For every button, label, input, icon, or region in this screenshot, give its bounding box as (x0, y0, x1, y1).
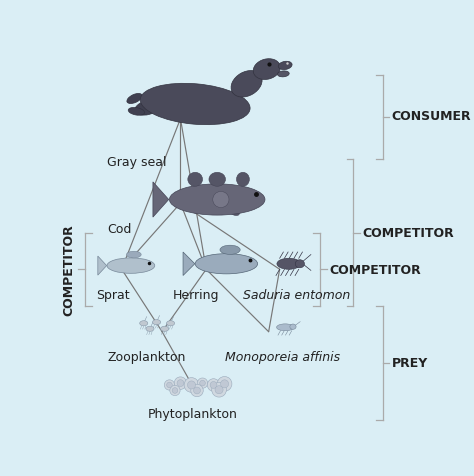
Text: CONSUMER: CONSUMER (392, 109, 471, 122)
Circle shape (220, 380, 228, 388)
Text: Phytoplankton: Phytoplankton (147, 407, 237, 420)
Ellipse shape (107, 258, 155, 274)
Ellipse shape (135, 101, 160, 116)
Text: Monoporeia affinis: Monoporeia affinis (225, 350, 340, 363)
Polygon shape (98, 257, 107, 276)
Circle shape (215, 386, 223, 394)
Text: Zooplankton: Zooplankton (107, 350, 185, 363)
Ellipse shape (128, 108, 145, 116)
Circle shape (213, 192, 229, 208)
Ellipse shape (195, 254, 258, 274)
Ellipse shape (231, 71, 262, 98)
Text: Gray seal: Gray seal (107, 156, 166, 169)
Ellipse shape (188, 173, 202, 187)
Circle shape (174, 377, 187, 389)
Ellipse shape (140, 321, 148, 326)
Ellipse shape (215, 107, 234, 121)
Text: Sprat: Sprat (96, 288, 129, 301)
Ellipse shape (153, 320, 161, 325)
Text: Saduria entomon: Saduria entomon (243, 288, 350, 301)
Ellipse shape (277, 324, 294, 331)
Ellipse shape (295, 260, 304, 268)
Circle shape (217, 377, 232, 391)
Ellipse shape (290, 324, 296, 330)
Circle shape (210, 382, 217, 388)
Text: Cod: Cod (107, 222, 131, 235)
Text: PREY: PREY (392, 357, 428, 370)
Circle shape (212, 383, 227, 397)
Ellipse shape (277, 258, 301, 270)
Polygon shape (183, 252, 195, 276)
Circle shape (197, 378, 208, 388)
Ellipse shape (140, 84, 250, 125)
Polygon shape (153, 182, 169, 218)
Circle shape (167, 382, 172, 388)
Ellipse shape (277, 72, 289, 78)
Text: COMPETITOR: COMPETITOR (63, 224, 76, 316)
Ellipse shape (127, 94, 142, 104)
Circle shape (193, 387, 201, 394)
Ellipse shape (127, 252, 141, 258)
Text: COMPETITOR: COMPETITOR (329, 263, 421, 276)
Circle shape (164, 380, 174, 390)
Circle shape (207, 379, 220, 391)
Ellipse shape (224, 202, 239, 216)
Text: COMPETITOR: COMPETITOR (362, 227, 454, 239)
Circle shape (184, 378, 199, 393)
Circle shape (187, 381, 196, 389)
Circle shape (172, 388, 178, 394)
Text: Herring: Herring (173, 288, 219, 301)
Circle shape (191, 385, 203, 397)
Ellipse shape (161, 327, 169, 332)
Ellipse shape (253, 60, 280, 80)
Circle shape (177, 380, 184, 387)
Ellipse shape (146, 327, 154, 332)
Ellipse shape (278, 62, 292, 70)
Ellipse shape (220, 246, 240, 255)
Circle shape (200, 380, 205, 386)
Ellipse shape (237, 173, 249, 187)
Ellipse shape (166, 321, 174, 326)
Ellipse shape (209, 173, 226, 187)
Ellipse shape (170, 185, 265, 216)
Circle shape (170, 386, 180, 396)
